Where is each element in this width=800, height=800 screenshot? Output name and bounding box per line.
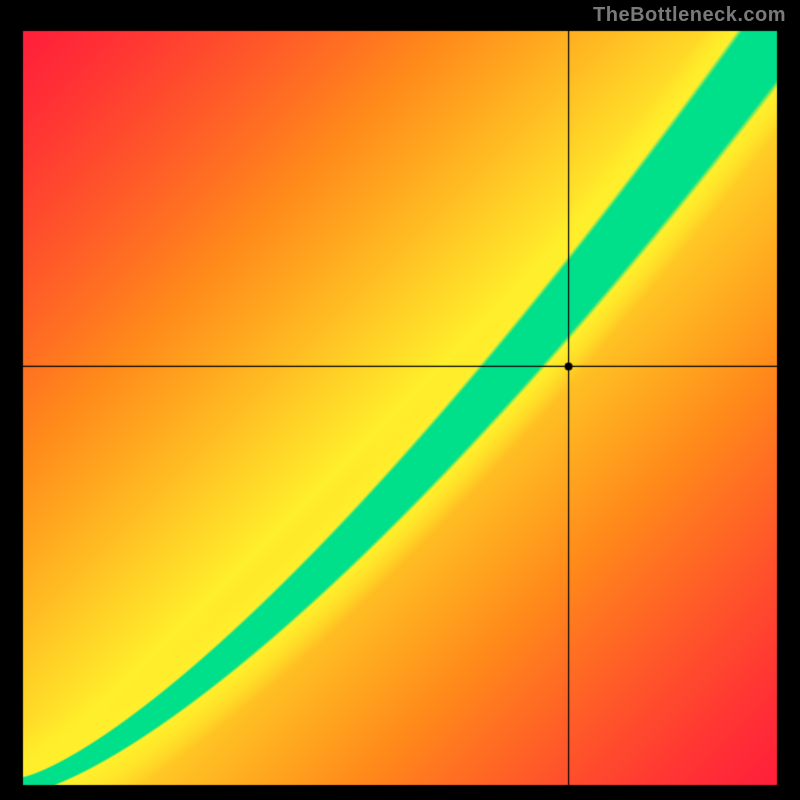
watermark-text: TheBottleneck.com xyxy=(593,4,786,27)
bottleneck-heatmap xyxy=(0,0,800,800)
